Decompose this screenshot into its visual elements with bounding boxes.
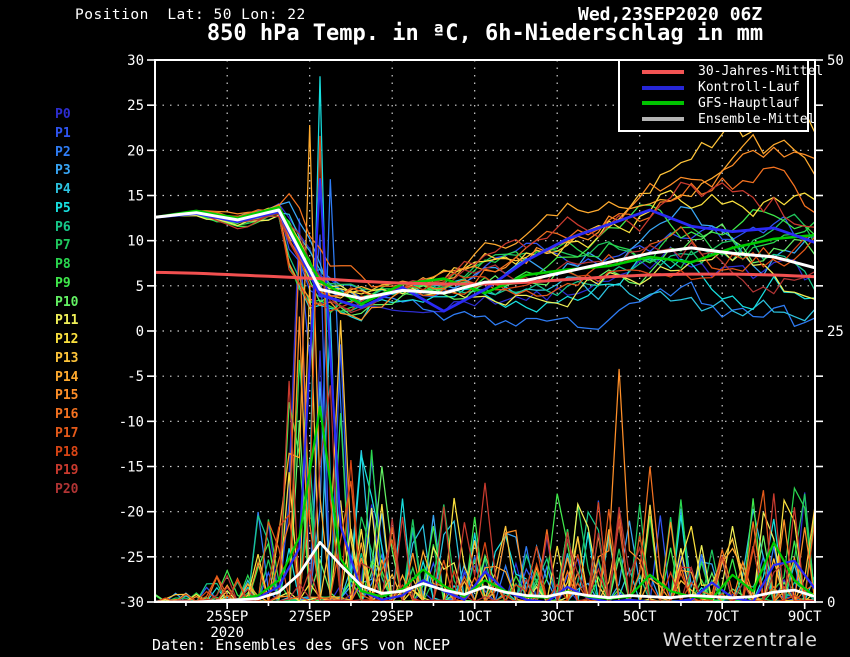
member-label-P12: P12 xyxy=(55,332,79,347)
y-left-label--20: -20 xyxy=(119,505,144,521)
brand-label: Wetterzentrale xyxy=(662,629,818,651)
member-label-P5: P5 xyxy=(55,200,71,216)
data-source-caption: Daten: Ensembles des GFS von NCEP xyxy=(152,636,451,654)
y-right-label-25: 25 xyxy=(827,324,844,340)
legend-row-mainrun: GFS-Hauptlauf xyxy=(620,96,807,111)
mainrun-line-swatch xyxy=(642,101,684,106)
member-label-P8: P8 xyxy=(55,257,71,272)
x-label-5OCT: 5OCT xyxy=(623,609,657,625)
legend-label-ensmean: Ensemble-Mittel xyxy=(698,111,816,127)
x-label-7OCT: 7OCT xyxy=(705,609,739,625)
y-left-label-0: 0 xyxy=(136,324,144,340)
position-header: Position Lat: 50 Lon: 22 xyxy=(75,7,306,23)
legend-label-control: Kontroll-Lauf xyxy=(698,80,800,96)
y-right-label-50: 50 xyxy=(827,53,844,69)
ensmean-line-swatch xyxy=(642,117,684,122)
y-left-label-25: 25 xyxy=(127,98,144,114)
y-left-label-20: 20 xyxy=(127,143,144,159)
ensemble-member-curves xyxy=(156,76,815,602)
member-label-P2: P2 xyxy=(55,144,71,160)
y-left-label--30: -30 xyxy=(119,595,144,611)
y-left-label-15: 15 xyxy=(127,189,144,205)
x-label-9OCT: 9OCT xyxy=(788,609,822,625)
member-label-P1: P1 xyxy=(55,125,71,141)
member-label-P11: P11 xyxy=(55,313,79,329)
member-label-P10: P10 xyxy=(55,294,79,310)
x-label-1OCT: 1OCT xyxy=(458,609,492,625)
member-label-P19: P19 xyxy=(55,463,79,479)
legend-label-mainrun: GFS-Hauptlauf xyxy=(698,95,800,111)
highlighted-curves xyxy=(156,178,815,602)
member-label-P13: P13 xyxy=(55,350,79,366)
y-left-label--5: -5 xyxy=(127,369,144,385)
climate-line-swatch xyxy=(642,69,684,74)
member-label-P0: P0 xyxy=(55,107,71,122)
position-value: Lat: 50 Lon: 22 xyxy=(167,7,306,23)
y-left-label--25: -25 xyxy=(119,550,144,566)
x-label-29SEP: 29SEP xyxy=(371,609,413,625)
axis-ticks xyxy=(147,59,823,609)
x-label-3OCT: 3OCT xyxy=(540,609,574,625)
run-date: Wed,23SEP2020 06Z xyxy=(578,4,763,25)
chart-legend: 30-Jahres-Mittel Kontroll-Lauf GFS-Haupt… xyxy=(618,59,823,132)
y-left-label--15: -15 xyxy=(119,460,144,476)
x-label-27SEP: 27SEP xyxy=(289,609,331,625)
member-label-P7: P7 xyxy=(55,238,71,254)
member-label-P18: P18 xyxy=(55,444,79,460)
y-left-label-10: 10 xyxy=(127,234,144,250)
y-right-label-0: 0 xyxy=(827,595,835,611)
chart-title: 850 hPa Temp. in ªC, 6h-Niederschlag in … xyxy=(206,21,764,46)
ensemble-member-labels: P0 P1 P2 P3 P4 P5 P6 P7 P8 P9 P10 P11 P12 P13 P14 P15 P1… xyxy=(55,106,78,500)
member-label-P15: P15 xyxy=(55,388,79,404)
y-left-label--10: -10 xyxy=(119,414,144,430)
legend-row-climate: 30-Jahres-Mittel xyxy=(620,64,823,79)
member-label-P4: P4 xyxy=(55,182,71,197)
gridlines xyxy=(155,60,815,602)
member-label-P14: P14 xyxy=(55,369,79,385)
y-left-label-30: 30 xyxy=(127,53,144,69)
member-label-P3: P3 xyxy=(55,163,71,179)
x-label-25SEP: 25SEP xyxy=(206,609,248,625)
legend-row-control: Kontroll-Lauf xyxy=(620,80,807,95)
position-label: Position xyxy=(75,7,149,23)
legend-label-climate: 30-Jahres-Mittel xyxy=(698,64,824,80)
x-label-year: 2020 xyxy=(210,625,244,641)
member-label-P6: P6 xyxy=(55,219,71,235)
y-left-label-5: 5 xyxy=(136,279,144,295)
control-line-swatch xyxy=(642,85,684,90)
legend-row-ensmean: Ensemble-Mittel xyxy=(620,112,815,127)
member-label-P9: P9 xyxy=(55,275,71,291)
member-label-P17: P17 xyxy=(55,425,79,441)
member-label-P16: P16 xyxy=(55,407,79,422)
member-label-P20: P20 xyxy=(55,482,79,497)
